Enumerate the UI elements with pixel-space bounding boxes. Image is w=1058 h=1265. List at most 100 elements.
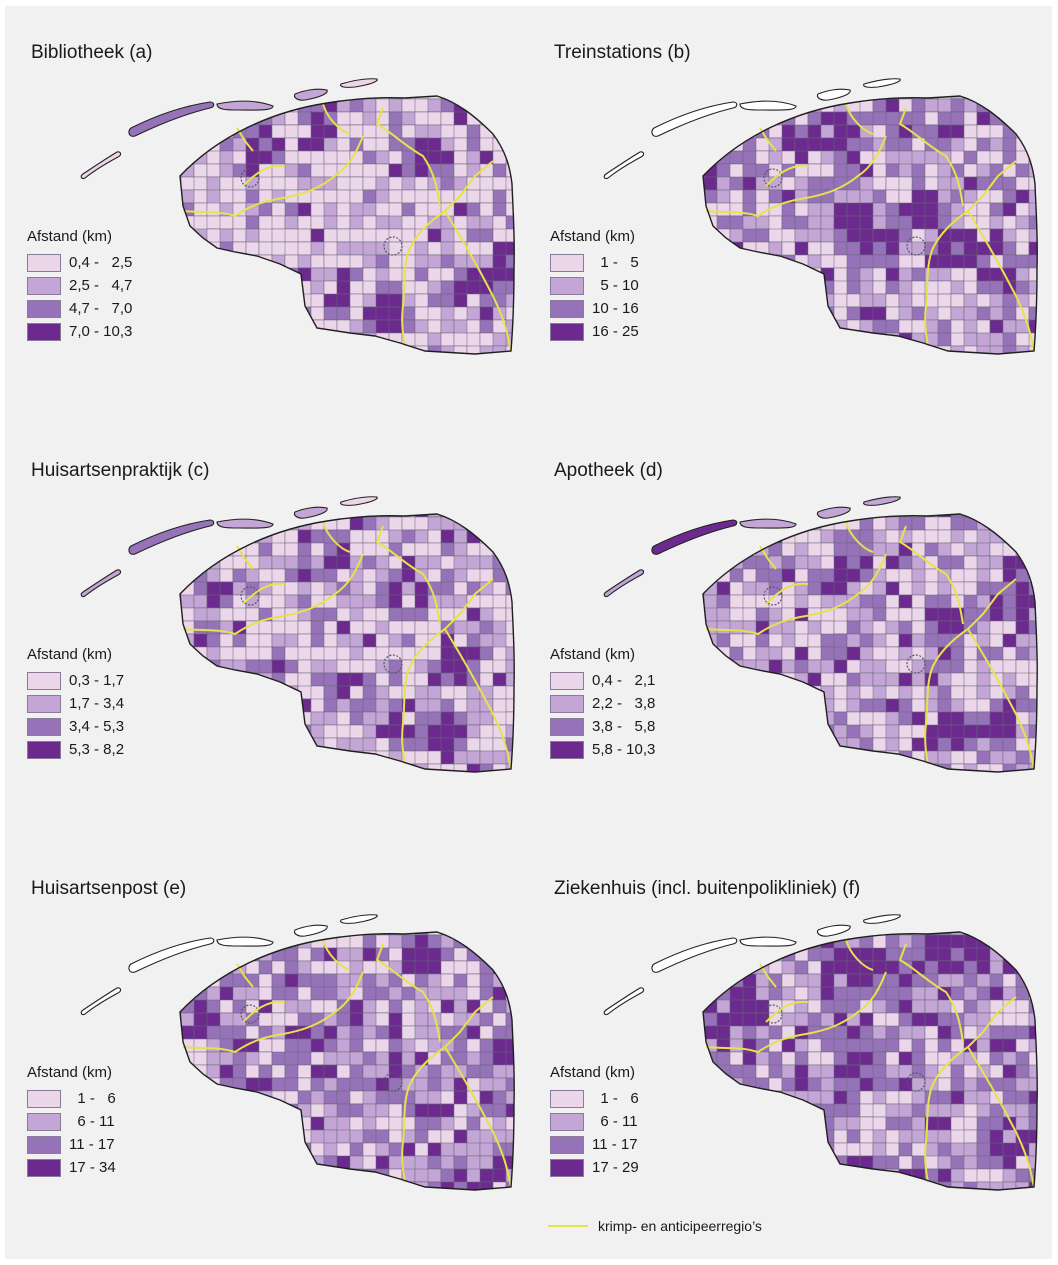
municipality-cell	[206, 293, 221, 321]
municipality-cell	[846, 150, 861, 165]
municipality-cell	[703, 1168, 705, 1183]
municipality-cell	[755, 1116, 770, 1131]
municipality-cell	[716, 698, 731, 726]
municipality-cell	[219, 685, 247, 700]
municipality-cell	[258, 620, 273, 635]
municipality-cell	[703, 189, 705, 217]
municipality-cell	[833, 1103, 848, 1118]
municipality-cell	[232, 319, 247, 347]
municipality-cell	[756, 359, 769, 385]
municipality-cell	[898, 594, 913, 609]
municipality-cell	[1028, 137, 1038, 165]
municipality-cell	[193, 1103, 221, 1131]
municipality-cell	[206, 96, 221, 100]
municipality-cell	[755, 698, 770, 713]
legend-swatch	[550, 253, 584, 272]
municipality-cell	[678, 1026, 691, 1039]
municipality-cell	[743, 1195, 756, 1208]
municipality-cell	[1002, 555, 1017, 570]
municipality-cell	[703, 724, 718, 739]
municipality-cell	[193, 646, 208, 674]
municipality-cell	[310, 568, 325, 583]
municipality-cell	[206, 267, 221, 295]
region-line	[898, 525, 964, 625]
municipality-cell	[440, 1064, 455, 1079]
municipality-cell	[427, 698, 442, 713]
municipality-cell	[453, 685, 468, 700]
municipality-cell	[155, 86, 168, 99]
municipality-cell	[193, 1116, 208, 1144]
municipality-cell	[180, 1181, 195, 1190]
municipality-cell	[833, 659, 848, 674]
panel-bibliotheek: Bibliotheek (a) Afstand (km) 0,4 - 2,5 2…	[5, 6, 528, 424]
municipality-cell	[1015, 163, 1030, 178]
municipality-cell	[362, 737, 377, 752]
municipality-cell	[755, 1142, 783, 1157]
municipality-cell	[678, 1130, 691, 1156]
municipality-cell	[820, 176, 835, 191]
municipality-cell	[453, 150, 468, 165]
municipality-cell	[1042, 948, 1051, 961]
legend-label: 1 - 6	[69, 1090, 116, 1107]
municipality-cell	[703, 724, 705, 752]
municipality-cell	[180, 124, 195, 152]
municipality-cell	[323, 319, 338, 347]
municipality-cell	[284, 1051, 299, 1066]
municipality-cell	[1042, 1156, 1051, 1182]
municipality-cell	[924, 1064, 939, 1079]
municipality-cell	[976, 711, 991, 726]
legend-label: 1 - 6	[592, 1090, 639, 1107]
municipality-cell	[807, 215, 822, 230]
municipality-cell	[466, 737, 481, 752]
municipality-cell	[180, 1103, 195, 1131]
municipality-cell	[1042, 242, 1051, 268]
municipality-cell	[976, 1038, 991, 1053]
municipality-cell	[781, 332, 796, 354]
municipality-cell	[245, 215, 260, 230]
municipality-cell	[1042, 1052, 1051, 1078]
municipality-cell	[742, 1181, 770, 1190]
panel-title: Huisartsenpraktijk (c)	[31, 460, 210, 481]
municipality-cell	[519, 268, 528, 294]
municipality-cell	[271, 345, 286, 354]
municipality-cell	[271, 750, 299, 765]
choropleth-map	[80, 496, 528, 790]
municipality-cell	[519, 647, 528, 673]
municipality-cell	[1042, 738, 1051, 751]
municipality-cell	[337, 777, 350, 790]
municipality-cell	[389, 359, 415, 372]
municipality-cell	[859, 345, 887, 354]
municipality-cell	[284, 568, 299, 583]
legend-label: 3,4 - 5,3	[69, 718, 125, 735]
municipality-cell	[755, 672, 770, 700]
region-line	[845, 103, 874, 135]
municipality-cell	[782, 359, 795, 385]
region-line	[322, 103, 351, 135]
municipality-cell	[781, 1129, 809, 1144]
region-line	[967, 628, 1035, 770]
municipality-cell	[820, 163, 835, 178]
legend-swatch	[550, 717, 584, 736]
municipality-cell	[951, 1195, 977, 1208]
municipality-cell	[233, 359, 259, 372]
municipality-cell	[193, 345, 208, 354]
municipality-cell	[155, 151, 168, 177]
region-line	[375, 525, 441, 625]
municipality-cell	[755, 607, 770, 622]
region-line	[924, 160, 1017, 347]
municipality-cell	[180, 319, 195, 347]
municipality-cell	[453, 345, 468, 354]
municipality-cell	[833, 763, 861, 772]
municipality-cell	[284, 1129, 299, 1144]
municipality-cell	[938, 359, 951, 372]
island	[603, 151, 645, 180]
municipality-cell	[271, 542, 286, 557]
municipality-cell	[519, 99, 528, 125]
municipality-cell	[297, 1077, 312, 1092]
region-line	[375, 943, 441, 1043]
municipality-cell	[310, 763, 325, 772]
municipality-cell	[820, 124, 835, 139]
municipality-cell	[376, 1195, 402, 1208]
municipality-cell	[678, 1091, 691, 1117]
municipality-cell	[336, 932, 351, 936]
